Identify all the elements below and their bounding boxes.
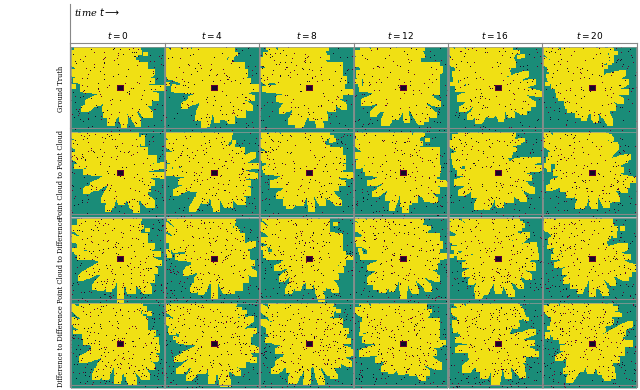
Text: $t = 20$: $t = 20$ (576, 30, 604, 41)
Text: Difference to Difference: Difference to Difference (58, 305, 65, 386)
Text: $t = 4$: $t = 4$ (201, 30, 223, 41)
Text: $t = 8$: $t = 8$ (296, 30, 317, 41)
Text: $t = 0$: $t = 0$ (107, 30, 129, 41)
Text: Ground Truth: Ground Truth (58, 66, 65, 112)
Text: $t = 16$: $t = 16$ (481, 30, 509, 41)
Text: Point Cloud to Difference: Point Cloud to Difference (58, 218, 65, 303)
Text: Point Cloud to Point Cloud: Point Cloud to Point Cloud (58, 130, 65, 219)
Text: time $t \longrightarrow$: time $t \longrightarrow$ (74, 6, 120, 18)
Text: $t = 12$: $t = 12$ (387, 30, 414, 41)
